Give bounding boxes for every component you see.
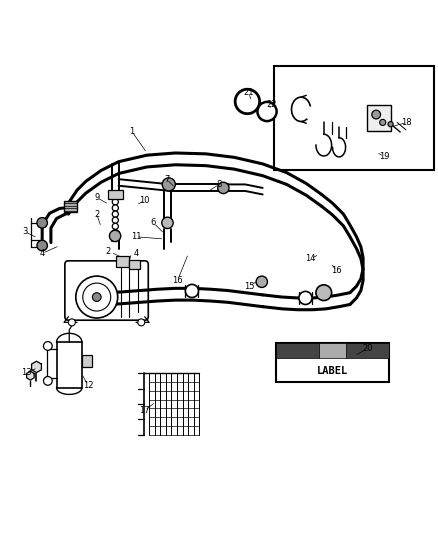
- Circle shape: [380, 119, 386, 125]
- Bar: [367, 105, 392, 131]
- Text: 13: 13: [21, 368, 32, 377]
- Circle shape: [316, 285, 332, 301]
- Circle shape: [43, 342, 52, 350]
- Circle shape: [112, 223, 118, 229]
- Text: 3: 3: [22, 227, 28, 236]
- Circle shape: [299, 292, 312, 304]
- Circle shape: [388, 122, 393, 127]
- Circle shape: [138, 319, 145, 326]
- Bar: [130, 260, 141, 269]
- Circle shape: [256, 276, 268, 287]
- Text: 8: 8: [216, 180, 222, 189]
- Bar: [274, 66, 434, 171]
- Text: 16: 16: [332, 266, 342, 276]
- Text: 19: 19: [379, 152, 389, 161]
- Circle shape: [83, 283, 111, 311]
- Text: 11: 11: [131, 232, 141, 241]
- Bar: [108, 190, 123, 199]
- Polygon shape: [32, 361, 42, 373]
- Circle shape: [162, 178, 175, 191]
- Circle shape: [110, 230, 121, 241]
- Text: 6: 6: [151, 219, 156, 228]
- Circle shape: [162, 217, 173, 229]
- Text: 12: 12: [83, 381, 93, 390]
- Text: 18: 18: [402, 118, 412, 127]
- Bar: [64, 201, 77, 212]
- Circle shape: [112, 205, 118, 211]
- Circle shape: [218, 182, 229, 193]
- Text: 7: 7: [164, 175, 170, 184]
- Text: 22: 22: [266, 100, 277, 109]
- Text: 2: 2: [105, 247, 110, 256]
- Bar: [276, 343, 389, 382]
- Text: 15: 15: [244, 281, 255, 290]
- Text: 14: 14: [305, 254, 316, 263]
- Circle shape: [76, 276, 118, 318]
- Circle shape: [235, 89, 260, 114]
- Text: 16: 16: [172, 276, 183, 285]
- Text: LABEL: LABEL: [317, 366, 348, 376]
- Bar: [319, 343, 346, 358]
- Text: 1: 1: [129, 127, 134, 136]
- Circle shape: [37, 240, 47, 251]
- Circle shape: [185, 285, 198, 297]
- Circle shape: [112, 229, 118, 236]
- Circle shape: [112, 217, 118, 223]
- Circle shape: [258, 102, 277, 121]
- Polygon shape: [27, 372, 34, 380]
- Text: 17: 17: [139, 406, 150, 415]
- FancyBboxPatch shape: [65, 261, 148, 320]
- Text: 4: 4: [39, 249, 45, 258]
- Text: 21: 21: [244, 88, 254, 97]
- Circle shape: [372, 110, 381, 119]
- Bar: [82, 354, 92, 367]
- Circle shape: [37, 217, 47, 228]
- Bar: [117, 256, 130, 266]
- Circle shape: [43, 376, 52, 385]
- Circle shape: [68, 319, 75, 326]
- Text: 20: 20: [362, 344, 373, 353]
- Bar: [276, 343, 319, 358]
- Circle shape: [112, 211, 118, 217]
- Circle shape: [112, 199, 118, 205]
- Text: 4: 4: [134, 249, 139, 258]
- Text: 9: 9: [94, 193, 99, 202]
- Circle shape: [92, 293, 101, 302]
- Text: 2: 2: [94, 209, 99, 219]
- Bar: [57, 342, 82, 388]
- Text: 10: 10: [140, 196, 150, 205]
- Bar: [346, 343, 389, 358]
